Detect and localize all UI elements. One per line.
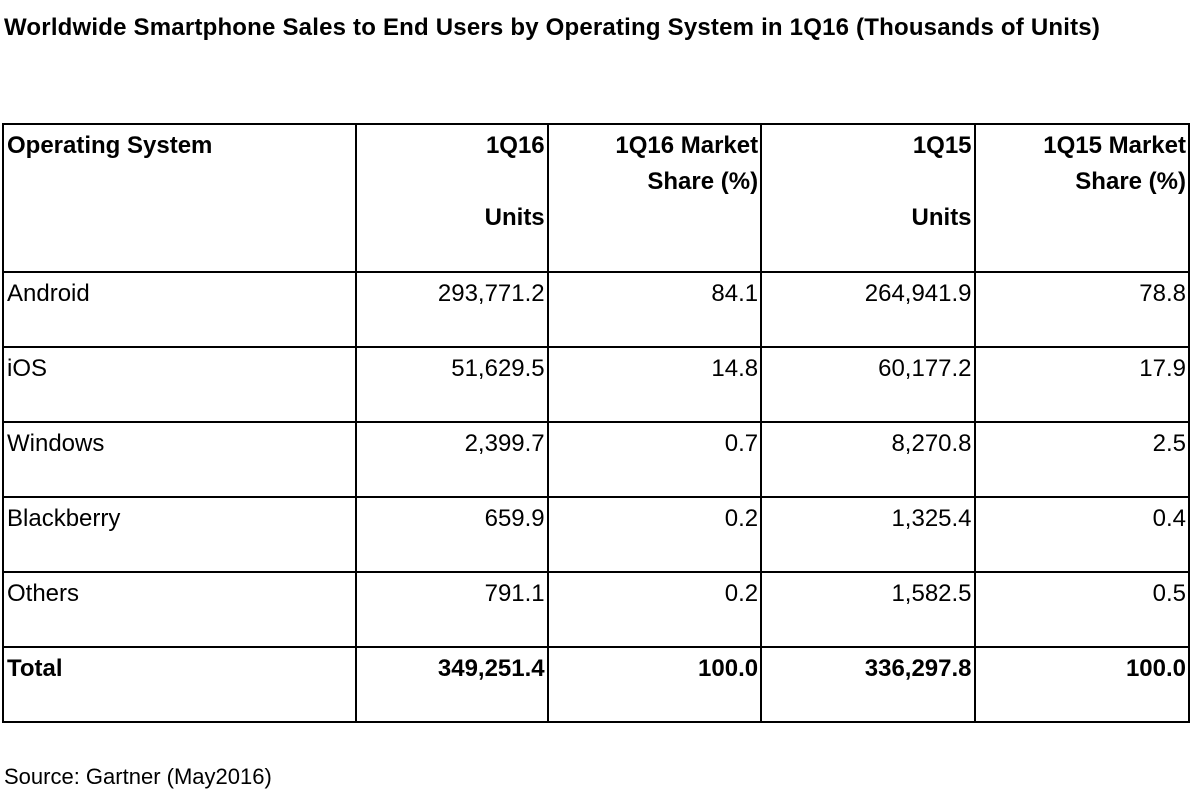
header-q15-units-bottom: Units [911, 204, 972, 231]
sales-table: Operating System 1Q16 Units 1Q16 Market … [1, 123, 1191, 723]
cell-q15-share: 2.5 [973, 421, 1191, 498]
cell-os: Blackberry [1, 496, 358, 573]
cell-total-q15-units: 336,297.8 [760, 646, 976, 723]
header-os: Operating System [1, 123, 358, 273]
cell-total-q16-share: 100.0 [546, 646, 763, 723]
cell-q16-units: 2,399.7 [355, 421, 549, 498]
header-q15-share: 1Q15 Market Share (%) [973, 123, 1191, 273]
table-row: Windows 2,399.7 0.7 8,270.8 2.5 [1, 421, 1191, 498]
cell-os: Windows [1, 421, 358, 498]
header-q16-units: 1Q16 Units [355, 123, 549, 273]
cell-q16-share: 0.2 [546, 496, 763, 573]
source-note: Source: Gartner (May2016) [4, 764, 272, 789]
cell-q15-units: 60,177.2 [760, 346, 976, 423]
cell-os: Android [1, 271, 358, 348]
cell-total-q15-share: 100.0 [973, 646, 1191, 723]
cell-q15-share: 0.4 [973, 496, 1191, 573]
cell-q15-share: 17.9 [973, 346, 1191, 423]
header-q15-share-bottom: Share (%) [1075, 168, 1186, 195]
cell-q16-share: 0.2 [546, 571, 763, 648]
header-q16-units-top: 1Q16 [485, 132, 545, 159]
cell-q15-units: 8,270.8 [760, 421, 976, 498]
cell-q15-units: 1,582.5 [760, 571, 976, 648]
header-q16-share-top: 1Q16 Market [615, 132, 759, 159]
header-q15-units-top: 1Q15 [912, 132, 972, 159]
cell-os: iOS [1, 346, 358, 423]
header-q15-share-top: 1Q15 Market [1043, 132, 1186, 159]
table-row: Blackberry 659.9 0.2 1,325.4 0.4 [1, 496, 1191, 573]
header-q15-units: 1Q15 Units [760, 123, 976, 273]
header-q16-share-bottom: Share (%) [647, 168, 759, 195]
cell-q16-units: 293,771.2 [355, 271, 549, 348]
page-title: Worldwide Smartphone Sales to End Users … [4, 14, 1101, 41]
cell-q16-units: 791.1 [355, 571, 549, 648]
table-row: iOS 51,629.5 14.8 60,177.2 17.9 [1, 346, 1191, 423]
cell-q16-units: 51,629.5 [355, 346, 549, 423]
cell-q16-share: 14.8 [546, 346, 763, 423]
cell-total-label: Total [1, 646, 358, 723]
cell-q15-share: 0.5 [973, 571, 1191, 648]
table-row: Android 293,771.2 84.1 264,941.9 78.8 [1, 271, 1191, 348]
table-header-row: Operating System 1Q16 Units 1Q16 Market … [1, 123, 1191, 273]
cell-q15-units: 1,325.4 [760, 496, 976, 573]
cell-q16-share: 84.1 [546, 271, 763, 348]
cell-q16-units: 659.9 [355, 496, 549, 573]
header-q16-units-bottom: Units [484, 204, 545, 231]
cell-q15-share: 78.8 [973, 271, 1191, 348]
table-row: Others 791.1 0.2 1,582.5 0.5 [1, 571, 1191, 648]
cell-q15-units: 264,941.9 [760, 271, 976, 348]
cell-os: Others [1, 571, 358, 648]
cell-total-q16-units: 349,251.4 [355, 646, 549, 723]
table-total-row: Total 349,251.4 100.0 336,297.8 100.0 [1, 646, 1191, 723]
header-q16-share: 1Q16 Market Share (%) [546, 123, 763, 273]
cell-q16-share: 0.7 [546, 421, 763, 498]
header-os-label: Operating System [7, 132, 213, 159]
